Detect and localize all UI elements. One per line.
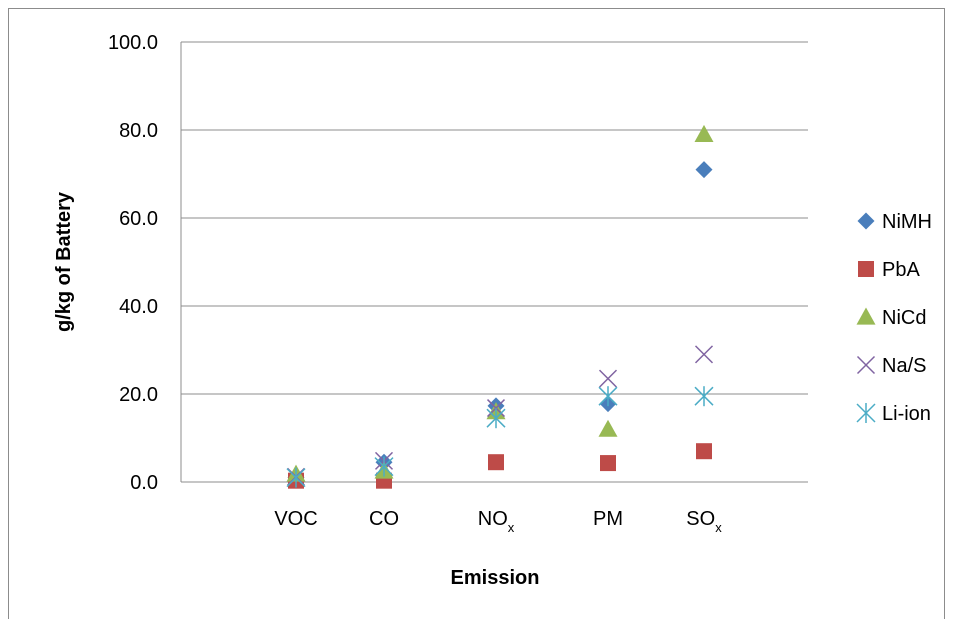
x-tick-base: SO	[686, 508, 715, 530]
legend-label: NiCd	[882, 307, 926, 329]
legend: NiMH PbA NiCd Na/S Li-ion	[856, 211, 932, 425]
legend-marker-pba	[858, 261, 874, 277]
legend-label: Li-ion	[882, 403, 931, 425]
point-na-s-3	[598, 369, 618, 388]
legend-label: PbA	[882, 259, 920, 281]
legend-marker-na-s	[856, 355, 876, 375]
chart-frame	[8, 8, 945, 619]
point-na-s-2	[486, 399, 506, 418]
point-na-s-4	[694, 345, 714, 364]
y-tick-label: 0.0	[130, 472, 158, 494]
x-tick-base: NO	[478, 508, 508, 530]
legend-label: Na/S	[882, 355, 926, 377]
x-tick-base: CO	[369, 508, 399, 530]
point-li-ion-4	[694, 386, 714, 407]
legend-item: PbA	[858, 259, 920, 281]
y-axis-title: g/kg of Battery	[53, 191, 75, 332]
legend-item: Li-ion	[856, 403, 931, 425]
x-tick-label: NOx	[478, 508, 515, 535]
legend-label: NiMH	[882, 211, 932, 233]
x-tick-label: CO	[369, 508, 399, 530]
point-nicd-4	[694, 124, 714, 142]
x-tick-label: PM	[593, 508, 623, 530]
y-tick-label: 100.0	[108, 32, 158, 54]
legend-item: NiCd	[856, 307, 926, 329]
point-li-ion-3	[598, 386, 618, 407]
point-pba-3	[600, 455, 616, 472]
point-pba-2	[488, 454, 504, 471]
x-axis-title: Emission	[451, 567, 540, 589]
x-tick-labels: VOC CO NOx PM SOx	[274, 508, 722, 535]
x-tick-subscript: x	[715, 520, 722, 535]
y-tick-label: 60.0	[119, 208, 158, 230]
legend-marker-li-ion	[856, 403, 876, 423]
x-tick-base: PM	[593, 508, 623, 530]
y-tick-labels: 0.0 20.0 40.0 60.0 80.0 100.0	[108, 32, 158, 494]
legend-marker-nimh	[857, 212, 875, 230]
point-li-ion-2	[486, 408, 506, 429]
point-li-ion-1	[374, 456, 394, 477]
legend-marker-nicd	[856, 307, 876, 325]
point-pba-4	[696, 443, 712, 460]
y-tick-label: 80.0	[119, 120, 158, 142]
point-nicd-3	[598, 419, 618, 437]
y-tick-label: 40.0	[119, 296, 158, 318]
y-tick-label: 20.0	[119, 384, 158, 406]
point-li-ion-0	[286, 467, 306, 488]
data-points	[286, 124, 714, 489]
x-tick-label: SOx	[686, 508, 722, 535]
gridlines	[180, 41, 808, 483]
x-tick-label: VOC	[274, 508, 317, 530]
x-tick-base: VOC	[274, 508, 317, 530]
point-nimh-4	[695, 161, 713, 179]
x-tick-subscript: x	[508, 520, 515, 535]
legend-item: Na/S	[856, 355, 926, 377]
legend-item: NiMH	[857, 211, 932, 233]
